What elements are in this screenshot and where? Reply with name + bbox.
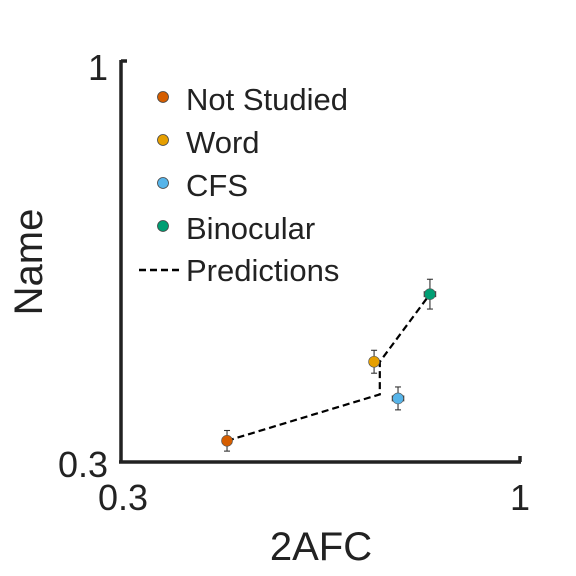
legend-marker-word: [157, 134, 169, 146]
y-axis-title: Name: [7, 209, 51, 316]
legend-marker-binocular: [157, 220, 169, 232]
legend-label-word: Word: [186, 125, 260, 160]
legend-marker-not-studied: [157, 91, 169, 103]
legend-label-not-studied: Not Studied: [186, 82, 348, 117]
legend-label-predictions: Predictions: [186, 253, 339, 288]
legend-label-cfs: CFS: [186, 168, 248, 203]
legend-label-binocular: Binocular: [186, 211, 315, 246]
y-tick-label-bottom: 0.3: [58, 444, 108, 485]
x-tick-label-left: 0.3: [98, 477, 148, 518]
x-tick-label-right: 1: [510, 477, 530, 518]
x-axis-title: 2AFC: [270, 525, 372, 569]
y-tick-label-top: 1: [88, 47, 108, 88]
errorbar-layer: [221, 278, 437, 452]
data-point-not-studied: [221, 435, 233, 447]
prediction-layer: [226, 293, 431, 442]
point-layer: [221, 288, 436, 447]
prediction-line: [226, 293, 431, 442]
legend: Not Studied Word CFS Binocular Predictio…: [139, 82, 348, 288]
data-point-binocular: [424, 288, 436, 300]
legend-marker-cfs: [157, 177, 169, 189]
data-point-word: [368, 355, 380, 368]
data-point-cfs: [392, 392, 404, 405]
